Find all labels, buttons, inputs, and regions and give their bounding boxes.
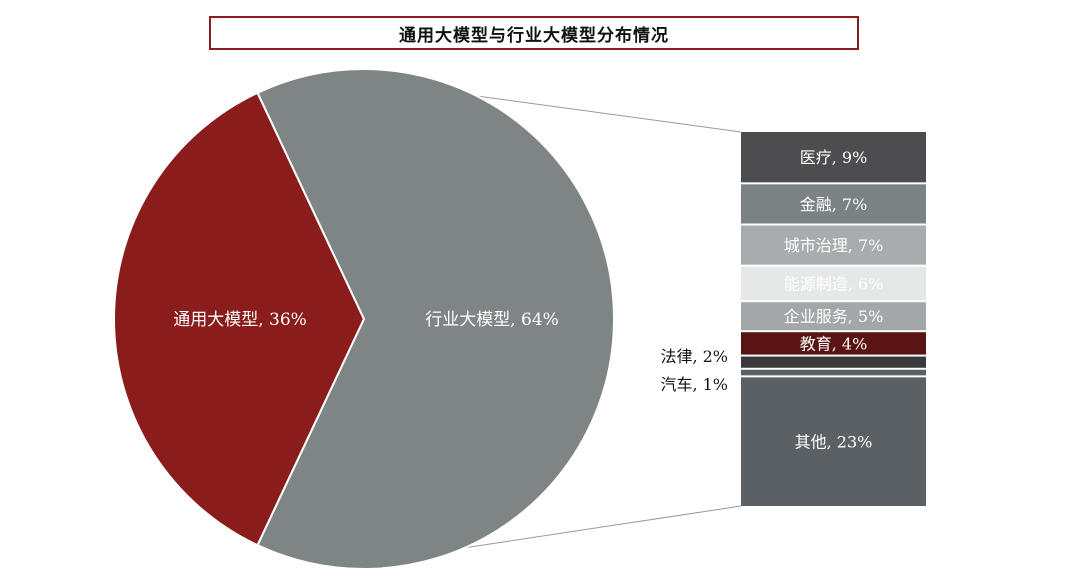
pie-slice-general-model: [113, 91, 366, 547]
bar-segment-medical: [741, 132, 926, 183]
bar-label-enterprise-service: 企业服务, 5%: [784, 307, 884, 326]
bar-label-auto: 汽车, 1%: [660, 375, 728, 394]
bar-segment-city-governance: [741, 225, 926, 265]
bar-label-education: 教育, 4%: [800, 334, 868, 353]
bar-label-medical: 医疗, 9%: [800, 148, 868, 167]
bar-segment-education: [741, 332, 926, 355]
bar-label-law: 法律, 2%: [660, 347, 728, 366]
pie: 通用大模型, 36% 行业大模型, 64%: [113, 68, 615, 570]
bar-segment-law: [741, 356, 926, 368]
bar-segment-auto: [741, 369, 926, 376]
bar-segment-other: [741, 377, 926, 506]
chart-title: 通用大模型与行业大模型分布情况: [209, 16, 859, 50]
bar-segment-enterprise-service: [741, 302, 926, 331]
breakdown-bar: 医疗, 9% 金融, 7% 城市治理, 7% 能源制造, 6% 企业服务, 5% 教育, …: [660, 132, 926, 506]
pie-slice-industry-model: [256, 68, 615, 570]
bar-segment-energy-manufacturing: [741, 266, 926, 301]
bar-label-city-governance: 城市治理, 7%: [784, 236, 884, 255]
bar-segment-finance: [741, 184, 926, 224]
pie-label-industry-model: 行业大模型, 64%: [425, 310, 559, 330]
pie-label-general-model: 通用大模型, 36%: [173, 310, 307, 330]
bar-label-energy-manufacturing: 能源制造, 6%: [784, 274, 884, 293]
bar-label-finance: 金融, 7%: [800, 195, 868, 214]
bar-label-other: 其他, 23%: [795, 433, 873, 452]
